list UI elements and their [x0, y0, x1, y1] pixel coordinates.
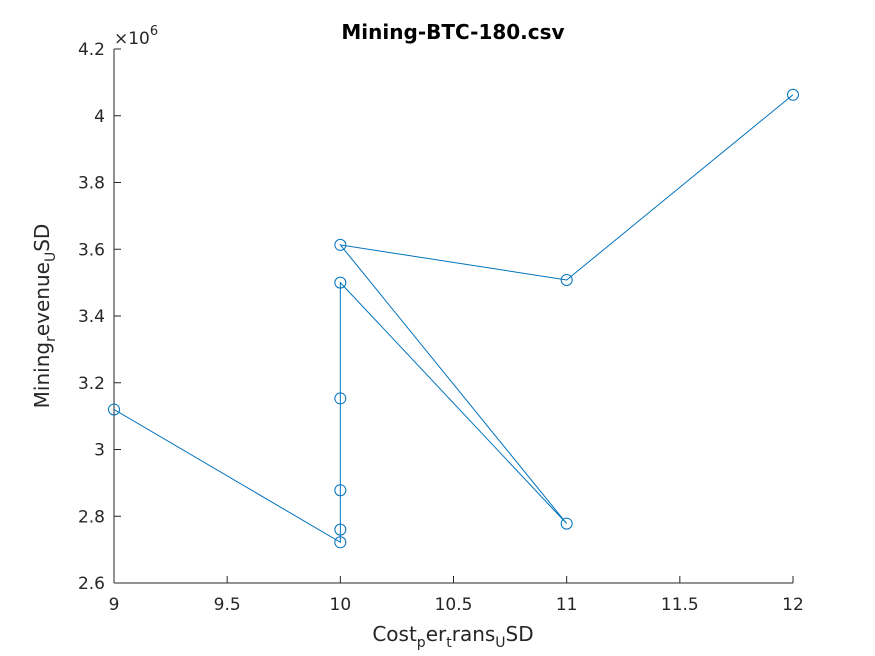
data-point [334, 392, 347, 405]
y-tick-label: 3.6 [78, 240, 105, 260]
data-point [334, 276, 347, 289]
data-point [560, 273, 573, 286]
x-tick-label: 10 [330, 595, 352, 615]
y-axis-ticks: 2.6 2.8 3 3.2 3.4 3.6 3.8 4 4.2 [78, 40, 121, 594]
x-tick-label: 11 [556, 595, 578, 615]
x-tick-label: 9.5 [214, 595, 241, 615]
y-tick-label: 4 [94, 107, 105, 127]
x-tick-label: 10.5 [435, 595, 473, 615]
series-line [113, 94, 794, 544]
y-tick-label: 3 [94, 441, 105, 461]
x-axis-ticks: 9 9.5 10 10.5 11 11.5 12 [109, 576, 804, 615]
data-point [787, 88, 799, 101]
y-tick-label: 3.4 [78, 307, 105, 327]
y-axis-exponent: ×106 [114, 24, 158, 49]
data-series [108, 88, 799, 549]
y-axis-label: MiningrevenueUSD [30, 224, 59, 409]
y-tick-label: 3.8 [78, 174, 105, 194]
x-tick-label: 12 [782, 595, 804, 615]
x-tick-label: 11.5 [661, 595, 699, 615]
y-tick-label: 4.2 [78, 40, 105, 60]
chart-title: Mining-BTC-180.csv [341, 20, 564, 44]
data-point [560, 517, 573, 530]
y-tick-label: 2.8 [78, 507, 105, 527]
data-point [334, 238, 347, 251]
data-point [334, 536, 347, 549]
data-point [334, 523, 347, 536]
data-point [108, 403, 120, 416]
x-axis-label: CostpertransUSD [372, 622, 533, 651]
x-tick-label: 9 [109, 595, 120, 615]
y-tick-label: 3.2 [78, 374, 105, 394]
y-tick-label: 2.6 [78, 574, 105, 594]
data-point [334, 484, 347, 497]
